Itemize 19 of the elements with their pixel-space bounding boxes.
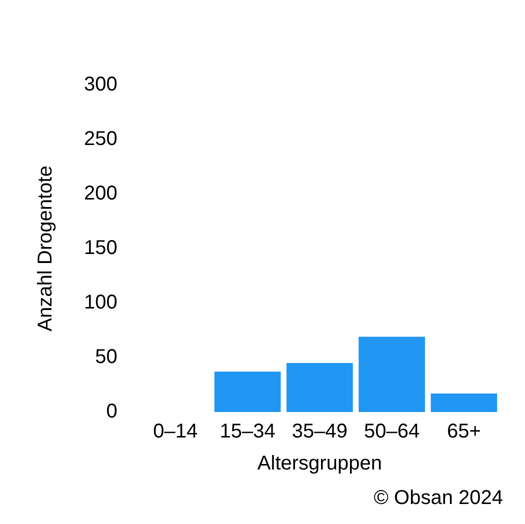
y-tick-label: 50: [95, 346, 118, 368]
y-axis-title: Anzahl Drogentote: [34, 166, 57, 332]
y-tick-label: 100: [84, 292, 118, 314]
x-tick-label: 65+: [446, 420, 481, 443]
bar: [358, 336, 425, 412]
x-tick-label: 15–34: [220, 420, 276, 443]
text: © Obsan 2024: [374, 487, 503, 510]
x-axis-title: Altersgruppen: [257, 452, 382, 475]
bar: [286, 362, 353, 412]
y-tick-label: 0: [106, 400, 118, 423]
x-tick-label: 35–49: [292, 420, 348, 443]
x-tick-label: 0–14: [153, 420, 198, 443]
bar: [214, 372, 281, 412]
y-tick-label: 250: [84, 128, 118, 150]
bar: [430, 393, 498, 412]
y-tick-label: 200: [84, 182, 118, 205]
y-tick-label: 150: [84, 237, 118, 260]
y-tick-label: 300: [84, 74, 118, 96]
x-tick-label: 50–64: [364, 420, 420, 443]
